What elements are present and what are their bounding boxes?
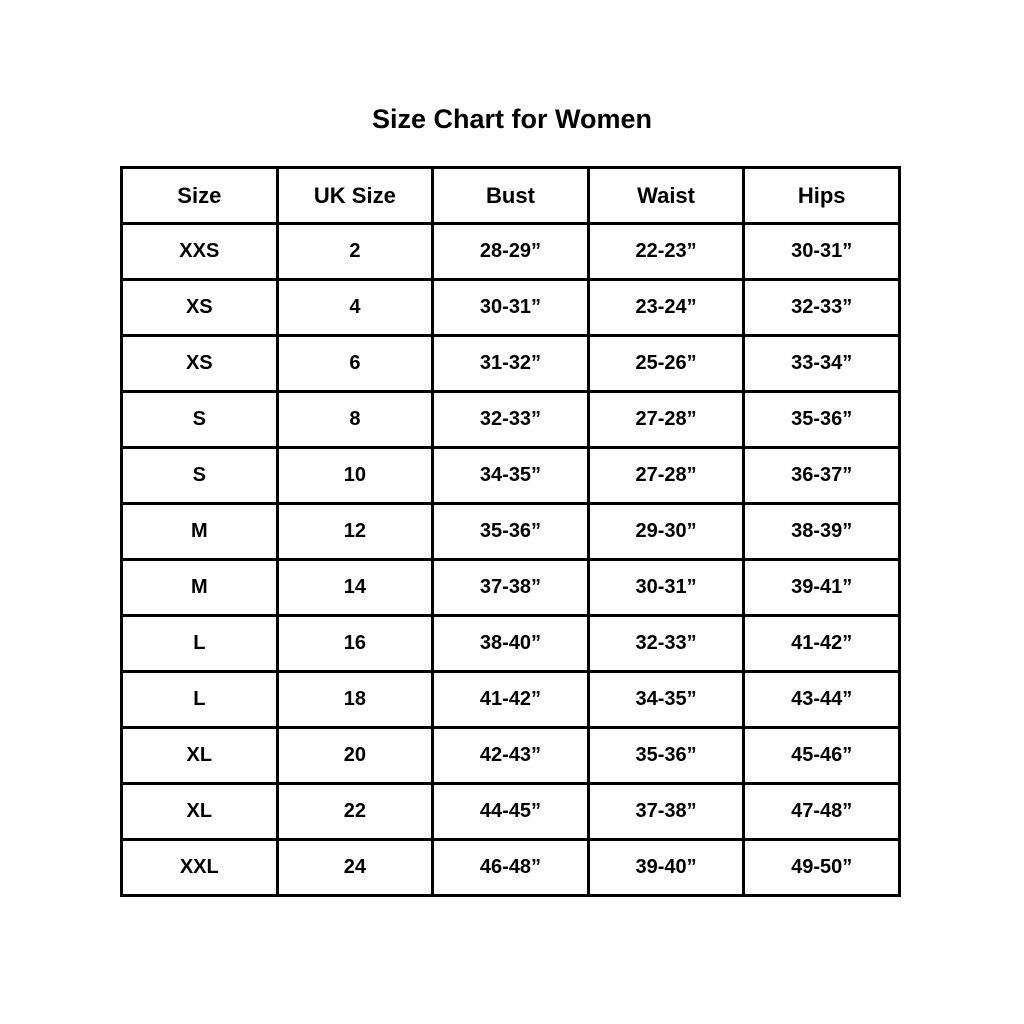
table-cell: 16 [275, 614, 435, 673]
table-cell: 22 [275, 782, 435, 841]
table-cell: 2 [275, 222, 435, 281]
table-cell: XXS [120, 222, 279, 281]
table-cell: 44-45” [431, 782, 590, 841]
table-cell: 38-40” [431, 614, 590, 673]
table-row: XXL 24 46-48” 39-40” 49-50” [120, 838, 901, 897]
column-header-bust: Bust [431, 166, 590, 225]
table-cell: 39-40” [586, 838, 746, 897]
table-cell: 39-41” [742, 558, 901, 617]
table-cell: 23-24” [586, 278, 746, 337]
table-cell: 28-29” [431, 222, 590, 281]
table-cell: 27-28” [586, 446, 746, 505]
table-row: XL 20 42-43” 35-36” 45-46” [120, 726, 901, 785]
table-cell: 49-50” [742, 838, 901, 897]
table-cell: 30-31” [742, 222, 901, 281]
table-cell: 34-35” [586, 670, 746, 729]
table-cell: XS [120, 334, 279, 393]
table-cell: 4 [275, 278, 435, 337]
table-cell: 32-33” [431, 390, 590, 449]
column-header-waist: Waist [586, 166, 746, 225]
table-cell: L [120, 614, 279, 673]
table-cell: 12 [275, 502, 435, 561]
table-cell: S [120, 446, 279, 505]
size-chart-table: Size UK Size Bust Waist Hips XXS 2 28-29” 22-23… [120, 166, 901, 897]
table-cell: 41-42” [742, 614, 901, 673]
table-cell: 30-31” [586, 558, 746, 617]
table-cell: 37-38” [586, 782, 746, 841]
header-row: Size UK Size Bust Waist Hips [120, 166, 901, 225]
table-cell: 46-48” [431, 838, 590, 897]
table-cell: 30-31” [431, 278, 590, 337]
table-cell: XXL [120, 838, 279, 897]
table-cell: 27-28” [586, 390, 746, 449]
table-row: XS 4 30-31” 23-24” 32-33” [120, 278, 901, 337]
table-row: L 16 38-40” 32-33” 41-42” [120, 614, 901, 673]
table-cell: 24 [275, 838, 435, 897]
table-cell: 45-46” [742, 726, 901, 785]
page-title: Size Chart for Women [371, 104, 653, 134]
table-cell: 41-42” [431, 670, 590, 729]
table-cell: 38-39” [742, 502, 901, 561]
column-header-hips: Hips [742, 166, 901, 225]
table-row: M 14 37-38” 30-31” 39-41” [120, 558, 901, 617]
table-cell: XS [120, 278, 279, 337]
table-row: S 8 32-33” 27-28” 35-36” [120, 390, 901, 449]
table-cell: M [120, 558, 279, 617]
table-cell: 34-35” [431, 446, 590, 505]
table-cell: 43-44” [742, 670, 901, 729]
column-header-size: Size [120, 166, 279, 225]
table-cell: 31-32” [431, 334, 590, 393]
table-cell: 35-36” [431, 502, 590, 561]
table-cell: 14 [275, 558, 435, 617]
table-row: XS 6 31-32” 25-26” 33-34” [120, 334, 901, 393]
table-cell: 6 [275, 334, 435, 393]
table-cell: 20 [275, 726, 435, 785]
table-cell: 25-26” [586, 334, 746, 393]
table-cell: 33-34” [742, 334, 901, 393]
table-row: XL 22 44-45” 37-38” 47-48” [120, 782, 901, 841]
table-cell: 35-36” [586, 726, 746, 785]
table-cell: 36-37” [742, 446, 901, 505]
table-cell: S [120, 390, 279, 449]
table-cell: XL [120, 726, 279, 785]
table-cell: 22-23” [586, 222, 746, 281]
table-row: M 12 35-36” 29-30” 38-39” [120, 502, 901, 561]
table-cell: 42-43” [431, 726, 590, 785]
table-cell: XL [120, 782, 279, 841]
table-row: XXS 2 28-29” 22-23” 30-31” [120, 222, 901, 281]
table-row: S 10 34-35” 27-28” 36-37” [120, 446, 901, 505]
table-cell: 10 [275, 446, 435, 505]
table-body: XXS 2 28-29” 22-23” 30-31” XS 4 30-31” 23-24” 32-… [120, 222, 901, 897]
table-cell: 32-33” [742, 278, 901, 337]
column-header-uk-size: UK Size [275, 166, 435, 225]
table-cell: 8 [275, 390, 435, 449]
table-header: Size UK Size Bust Waist Hips [120, 166, 901, 225]
table-cell: 35-36” [742, 390, 901, 449]
table-cell: M [120, 502, 279, 561]
table-cell: 32-33” [586, 614, 746, 673]
table-cell: 29-30” [586, 502, 746, 561]
table-cell: L [120, 670, 279, 729]
table-row: L 18 41-42” 34-35” 43-44” [120, 670, 901, 729]
table-cell: 37-38” [431, 558, 590, 617]
table-cell: 47-48” [742, 782, 901, 841]
table-cell: 18 [275, 670, 435, 729]
